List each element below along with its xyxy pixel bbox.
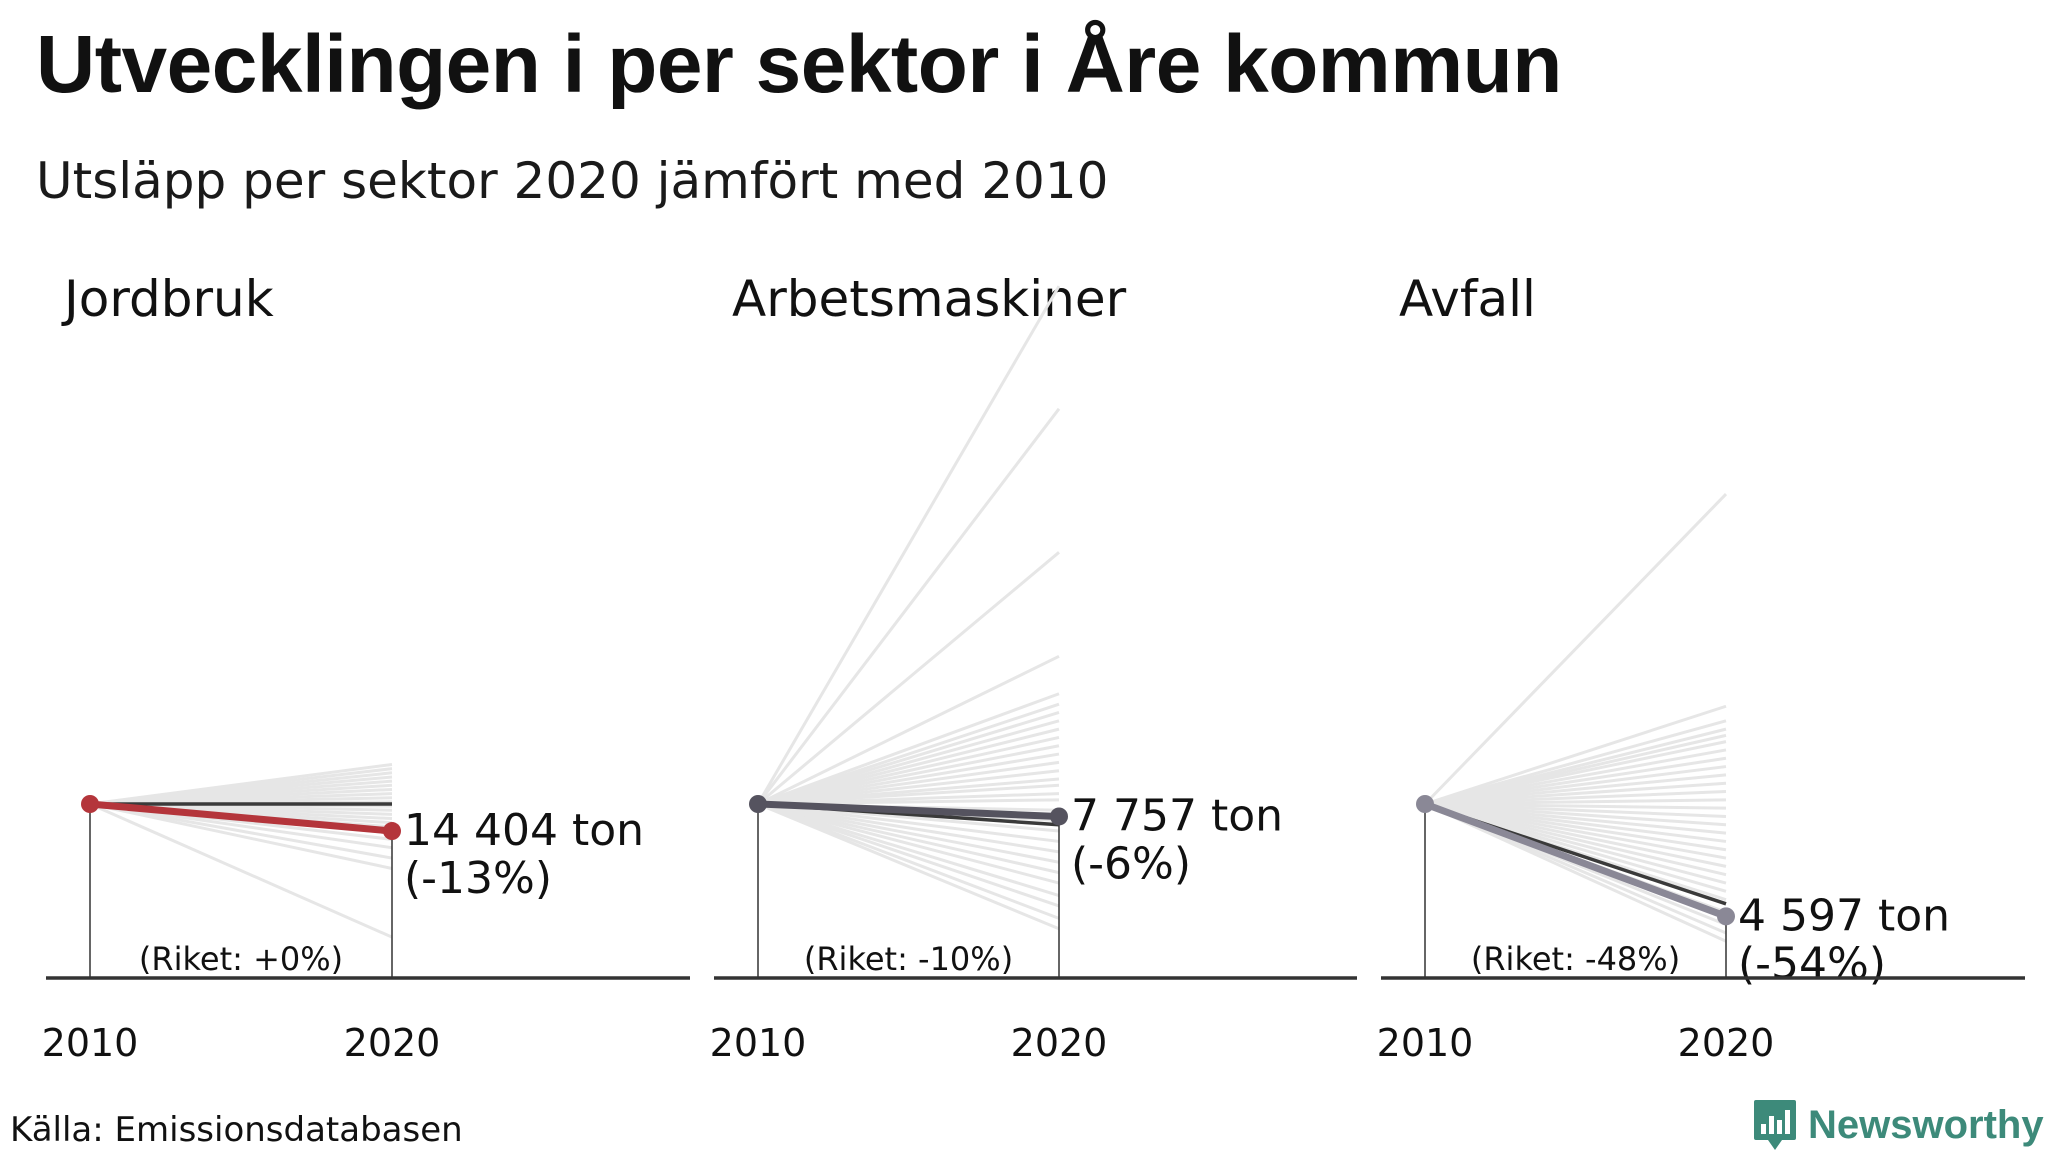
national-change-label: (Riket: -48%) bbox=[1471, 940, 1680, 978]
small-multiples-chart: Jordbruk 14 404 ton(-13%) (Riket: +0%) 2010… bbox=[42, 270, 2025, 1065]
highlight-series-line bbox=[86, 800, 396, 835]
x-tick-label-2010: 2010 bbox=[1377, 1021, 1474, 1065]
background-series-line bbox=[757, 802, 1060, 843]
highlight-series-line bbox=[1421, 800, 1730, 920]
national-change-label: (Riket: -10%) bbox=[804, 940, 1013, 978]
panel-1: Jordbruk 14 404 ton(-13%) (Riket: +0%) 2010… bbox=[42, 270, 690, 1065]
background-series-line bbox=[757, 654, 1060, 806]
background-series-line bbox=[1423, 493, 1728, 806]
highlight-point-2010 bbox=[1416, 795, 1434, 813]
highlight-point-2010 bbox=[749, 795, 767, 813]
chart-title: Utvecklingen i per sektor i Åre kommun bbox=[36, 19, 1562, 110]
background-series-line bbox=[757, 802, 1060, 897]
value-label: 14 404 ton bbox=[404, 805, 644, 856]
x-tick-label-2010: 2010 bbox=[710, 1021, 807, 1065]
background-series-line bbox=[1424, 704, 1727, 806]
background-series-line bbox=[757, 802, 1060, 875]
panel-title: Jordbruk bbox=[61, 270, 274, 328]
highlight-point-2020 bbox=[383, 822, 401, 841]
background-series-line bbox=[756, 285, 1061, 805]
highlight-point-2020 bbox=[1050, 807, 1068, 826]
source-note: Källa: Emissionsdatabasen bbox=[10, 1110, 463, 1150]
background-series-line bbox=[1424, 802, 1727, 943]
background-series-line bbox=[757, 802, 1060, 920]
background-series-line bbox=[757, 802, 1060, 864]
background-series-line bbox=[757, 551, 1060, 806]
x-tick-label-2020: 2020 bbox=[1011, 1021, 1108, 1065]
value-label: 7 757 ton bbox=[1071, 790, 1283, 841]
background-series-line bbox=[89, 802, 393, 870]
background-series-line bbox=[757, 802, 1060, 908]
background-series-line bbox=[756, 407, 1061, 805]
panel-title: Arbetsmaskiner bbox=[732, 270, 1127, 328]
brand-logo[interactable]: Newsworthy bbox=[1752, 1098, 2044, 1152]
x-tick-label-2020: 2020 bbox=[344, 1021, 441, 1065]
background-series-line bbox=[89, 802, 393, 860]
bar-chart-badge-icon bbox=[1754, 1100, 1796, 1150]
chart-subtitle: Utsläpp per sektor 2020 jämfört med 2010 bbox=[36, 152, 1109, 210]
highlight-point-2010 bbox=[81, 795, 99, 813]
highlight-series-line bbox=[754, 800, 1063, 820]
change-label: (-54%) bbox=[1738, 938, 1886, 989]
highlight-point-2020 bbox=[1717, 907, 1735, 926]
brand-name: Newsworthy bbox=[1808, 1102, 2044, 1147]
background-series-line bbox=[757, 692, 1060, 806]
x-tick-label-2020: 2020 bbox=[1678, 1021, 1775, 1065]
panel-3: Avfall 4 597 ton(-54%) (Riket: -48%) 2010 20… bbox=[1377, 270, 2025, 1065]
background-series-line bbox=[757, 802, 1060, 931]
x-tick-label-2010: 2010 bbox=[42, 1021, 139, 1065]
background-series-line bbox=[757, 802, 1060, 885]
change-label: (-13%) bbox=[404, 853, 552, 904]
change-label: (-6%) bbox=[1071, 838, 1191, 889]
background-series-line bbox=[89, 802, 393, 939]
panel-title: Avfall bbox=[1399, 270, 1536, 328]
panel-2: Arbetsmaskiner 7 757 ton(-6%) (Riket: -10%… bbox=[710, 270, 1357, 1065]
national-change-label: (Riket: +0%) bbox=[139, 940, 343, 978]
background-series-line bbox=[757, 802, 1060, 854]
value-label: 4 597 ton bbox=[1738, 890, 1950, 941]
